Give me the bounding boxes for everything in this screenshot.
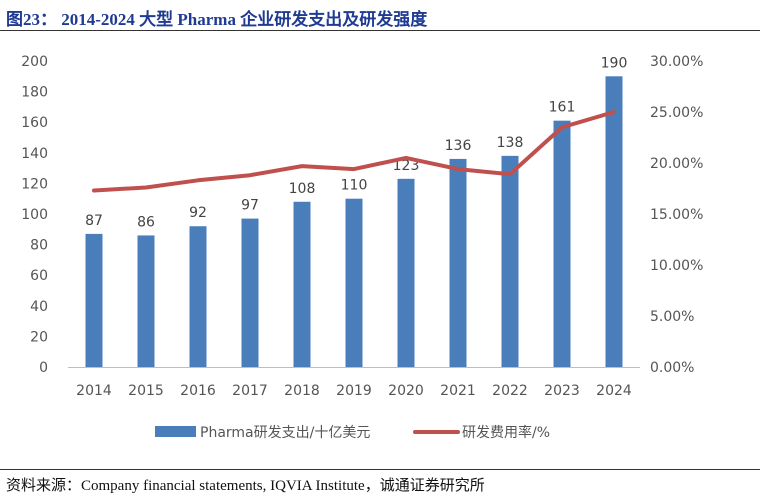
line-series bbox=[92, 110, 616, 193]
left-y-tick-60: 60 bbox=[30, 268, 48, 284]
bar-data-labels: 87 86 92 97 108 110 123 136 138 161 190 bbox=[85, 55, 627, 230]
bar-2015 bbox=[137, 235, 155, 367]
bar-label-2017: 97 bbox=[241, 198, 259, 214]
bar-label-2022: 138 bbox=[497, 135, 524, 151]
bar-2023 bbox=[553, 120, 571, 367]
x-tick-2023: 2023 bbox=[544, 383, 580, 399]
bar-label-2019: 110 bbox=[341, 178, 368, 194]
bar-label-2018: 108 bbox=[289, 181, 316, 197]
bar-label-2014: 87 bbox=[85, 213, 103, 229]
x-tick-2024: 2024 bbox=[596, 383, 632, 399]
bar-2017 bbox=[241, 218, 259, 367]
legend: Pharma研发支出/十亿美元 研发费用率/% bbox=[155, 424, 550, 441]
legend-bar-label: Pharma研发支出/十亿美元 bbox=[200, 425, 370, 441]
legend-bar-swatch bbox=[155, 426, 196, 437]
bar-label-2021: 136 bbox=[445, 138, 472, 154]
right-y-tick-20: 20.00% bbox=[650, 156, 703, 172]
source-note: 资料来源：Company financial statements, IQVIA… bbox=[6, 478, 485, 494]
left-y-tick-80: 80 bbox=[30, 238, 48, 254]
x-tick-2015: 2015 bbox=[128, 383, 164, 399]
x-tick-2017: 2017 bbox=[232, 383, 268, 399]
right-y-axis: 0.00% 5.00% 10.00% 15.00% 20.00% 25.00% 30.00% bbox=[650, 54, 703, 376]
x-tick-2019: 2019 bbox=[336, 383, 372, 399]
x-tick-2022: 2022 bbox=[492, 383, 528, 399]
left-y-tick-120: 120 bbox=[21, 176, 48, 192]
right-y-tick-25: 25.00% bbox=[650, 105, 703, 121]
right-y-tick-30: 30.00% bbox=[650, 54, 703, 70]
footer-divider bbox=[0, 469, 760, 470]
x-tick-2016: 2016 bbox=[180, 383, 216, 399]
bar-label-2016: 92 bbox=[189, 205, 207, 221]
left-y-tick-160: 160 bbox=[21, 115, 48, 131]
bar-label-2020: 123 bbox=[393, 158, 420, 174]
left-y-tick-0: 0 bbox=[39, 360, 48, 376]
right-y-tick-10: 10.00% bbox=[650, 258, 703, 274]
left-y-tick-180: 180 bbox=[21, 85, 48, 101]
right-y-tick-5: 5.00% bbox=[650, 309, 694, 325]
legend-line-label: 研发费用率/% bbox=[462, 424, 550, 441]
x-tick-2021: 2021 bbox=[440, 383, 476, 399]
left-y-axis: 0 20 40 60 80 100 120 140 160 180 200 bbox=[21, 54, 48, 376]
left-y-tick-140: 140 bbox=[21, 146, 48, 162]
bar-2018 bbox=[293, 201, 311, 367]
bar-label-2024: 190 bbox=[601, 55, 628, 71]
bar-label-2023: 161 bbox=[549, 100, 576, 116]
bar-2019 bbox=[345, 198, 363, 367]
left-y-tick-200: 200 bbox=[21, 54, 48, 70]
figure-title: 图23： 2014-2024 大型 Pharma 企业研发支出及研发强度 bbox=[6, 10, 428, 29]
figure-header: 图23： 2014-2024 大型 Pharma 企业研发支出及研发强度 bbox=[0, 0, 760, 32]
bar-2014 bbox=[85, 233, 103, 367]
bar-2022 bbox=[501, 155, 519, 367]
x-tick-2018: 2018 bbox=[284, 383, 320, 399]
left-y-tick-100: 100 bbox=[21, 207, 48, 223]
right-y-tick-0: 0.00% bbox=[650, 360, 694, 376]
title-divider bbox=[0, 30, 760, 31]
bar-2024 bbox=[605, 76, 623, 368]
bar-series bbox=[85, 76, 623, 368]
bar-2021 bbox=[449, 158, 467, 367]
right-y-tick-15: 15.00% bbox=[650, 207, 703, 223]
left-y-tick-20: 20 bbox=[30, 329, 48, 345]
x-axis: 2014 2015 2016 2017 2018 2019 2020 2021 2022 2023… bbox=[68, 367, 640, 399]
bar-2016 bbox=[189, 226, 207, 367]
left-y-tick-40: 40 bbox=[30, 299, 48, 315]
bar-2020 bbox=[397, 178, 415, 367]
x-tick-2014: 2014 bbox=[76, 383, 112, 399]
bar-label-2015: 86 bbox=[137, 214, 155, 230]
x-tick-2020: 2020 bbox=[388, 383, 424, 399]
